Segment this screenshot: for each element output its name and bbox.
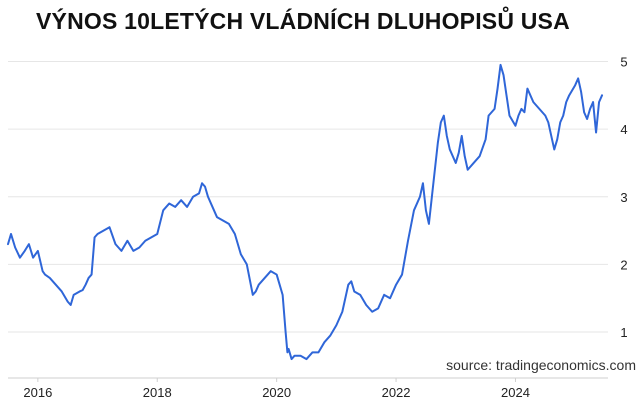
source-label: source: tradingeconomics.com: [446, 357, 636, 373]
y-tick-label-4: 4: [620, 122, 627, 137]
series-layer: [7, 63, 604, 361]
y-tick-label-5: 5: [620, 55, 627, 70]
tick-labels: 1 2 3 4 5 2016 2018 2020 2022 2024: [23, 55, 627, 400]
x-tick-label-2022: 2022: [382, 385, 411, 400]
x-tick-label-2020: 2020: [262, 385, 291, 400]
y-tick-label-1: 1: [620, 325, 627, 340]
series-line-0: [7, 63, 604, 361]
x-tick-label-2024: 2024: [501, 385, 530, 400]
y-tick-label-3: 3: [620, 190, 627, 205]
chart-title: VÝNOS 10LETÝCH VLÁDNÍCH DLUHOPISŮ USA: [36, 8, 570, 34]
axes: [8, 377, 608, 382]
x-tick-label-2016: 2016: [23, 385, 52, 400]
x-tick-label-2018: 2018: [143, 385, 172, 400]
grid-lines: [8, 61, 608, 333]
y-tick-label-2: 2: [620, 257, 627, 272]
